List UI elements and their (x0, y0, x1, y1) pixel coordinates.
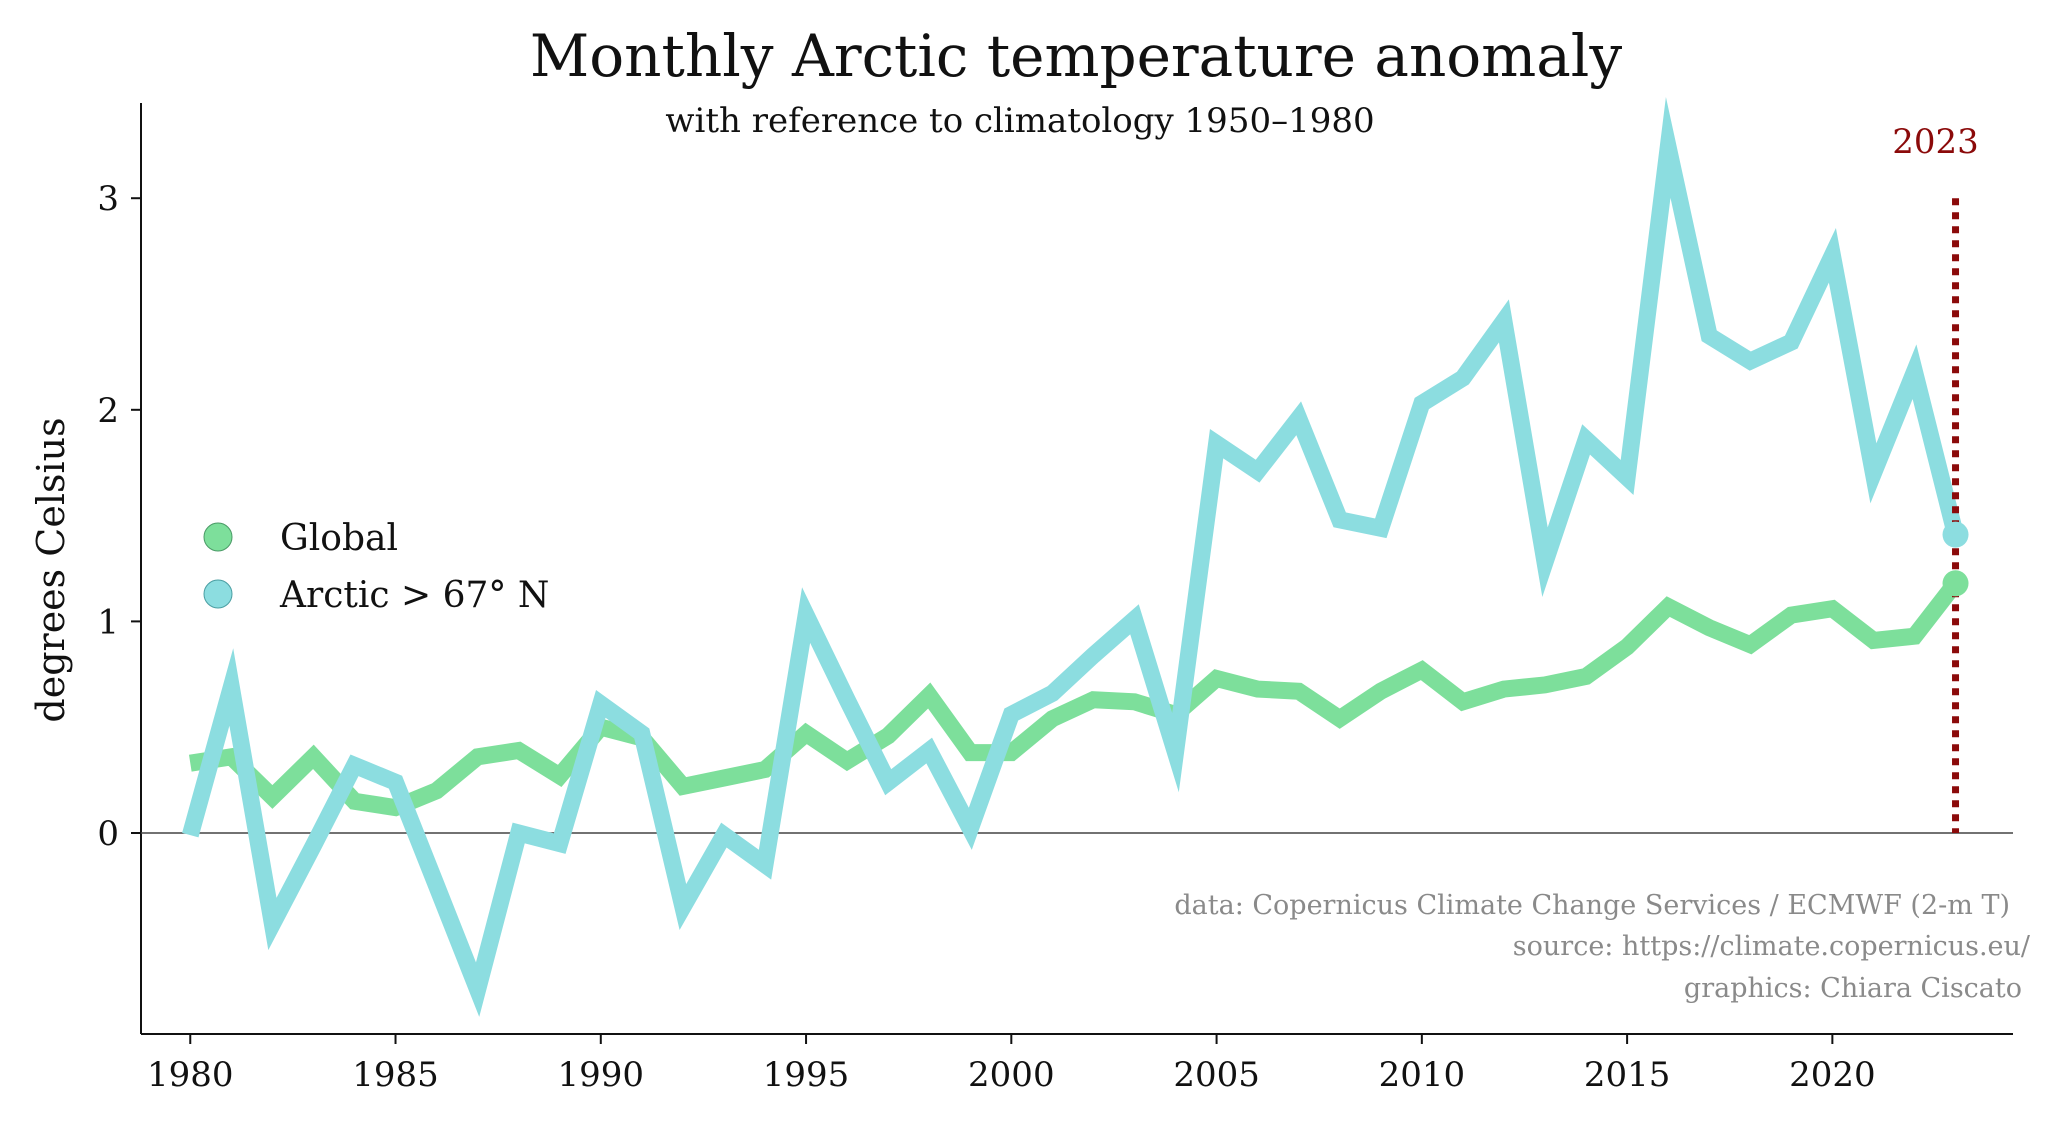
credit-source: source: https://climate.copernicus.eu/ (1513, 931, 2031, 962)
y-axis-label: degrees Celsius (29, 417, 73, 722)
marker-layer: 2023 (1892, 122, 1979, 833)
legend-label-arctic: Arctic > 67° N (279, 575, 549, 616)
legend: Global Arctic > 67° N (203, 518, 549, 616)
credit-data: data: Copernicus Climate Change Services… (1174, 890, 2010, 921)
series-line-global (188, 578, 1963, 817)
legend-swatch-global (203, 522, 233, 552)
chart-subtitle: with reference to climatology 1950–1980 (665, 101, 1374, 141)
y-tick-label: 3 (97, 179, 119, 219)
y-tick-label: 1 (97, 602, 119, 642)
x-tick-label: 2015 (1584, 1055, 1671, 1095)
x-tick-label: 1990 (558, 1055, 645, 1095)
endpoint-dot-global (1942, 570, 1969, 597)
series-layer (182, 96, 1964, 1017)
credits: data: Copernicus Climate Change Services… (1174, 890, 2031, 1004)
marker-label-2023: 2023 (1892, 122, 1979, 162)
x-tick-label: 2020 (1789, 1055, 1876, 1095)
endpoint-dot-arctic (1942, 521, 1969, 548)
y-tick-label: 0 (97, 814, 119, 854)
x-tick-label: 1995 (763, 1055, 850, 1095)
legend-label-global: Global (280, 518, 398, 559)
x-tick-label: 2010 (1379, 1055, 1466, 1095)
x-tick-label: 1980 (147, 1055, 234, 1095)
axes: 0 1 2 3 1980 1985 1990 1995 2000 2005 2010 2015 2020 (97, 103, 2013, 1095)
legend-swatch-arctic (203, 579, 233, 609)
x-tick-label: 2005 (1173, 1055, 1260, 1095)
chart-title: Monthly Arctic temperature anomaly (530, 22, 1622, 90)
y-tick-label: 2 (97, 391, 119, 431)
x-tick-label: 2000 (968, 1055, 1055, 1095)
credit-graphics: graphics: Chiara Ciscato (1684, 973, 2022, 1004)
x-tick-label: 1985 (352, 1055, 439, 1095)
series-line-arctic (182, 96, 1964, 1017)
